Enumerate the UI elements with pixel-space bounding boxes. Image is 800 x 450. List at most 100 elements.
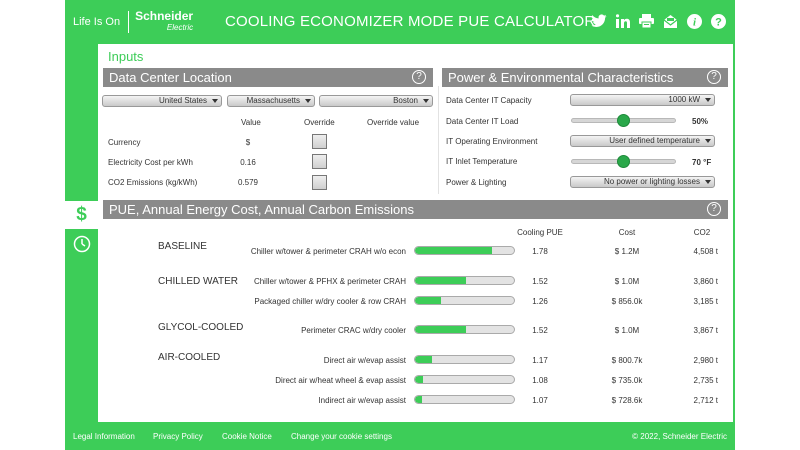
pue-bar-fill [415,326,467,333]
currency-label: Currency [108,138,141,147]
environment-label: IT Operating Environment [446,137,538,146]
category-label: GLYCOL-COOLED [158,322,244,333]
location-section-header: Data Center Location ? [103,68,433,87]
inlet-temp-label: IT Inlet Temperature [446,157,518,166]
capacity-label: Data Center IT Capacity [446,96,532,105]
pue-value: 1.26 [532,297,548,306]
currency-override-checkbox[interactable] [312,134,327,149]
co2-emissions-label: CO2 Emissions (kg/kWh) [108,178,198,187]
category-label: AIR-COOLED [158,352,221,363]
pue-bar-fill [415,297,441,304]
pue-value: 1.17 [532,356,548,365]
app-header: Life Is On Schneider Electric COOLING EC… [65,0,735,44]
pue-bar-fill [415,396,422,403]
email-icon[interactable] [662,12,679,30]
location-title: Data Center Location [109,70,232,85]
info-icon[interactable]: i [686,12,703,30]
life-is-on-text: Life Is On [73,16,121,28]
dollar-icon: $ [76,204,87,225]
sidebar: $ [65,44,98,422]
cookie-settings-link[interactable]: Change your cookie settings [291,432,392,441]
inputs-title: Inputs [108,49,144,64]
cost-value: $ 735.0k [611,376,643,385]
co2-emissions-value: 0.579 [237,178,259,187]
co2-value: 2,980 t [693,356,718,365]
svg-text:?: ? [715,16,722,28]
state-select[interactable]: Massachusetts [227,95,315,107]
country-select[interactable]: United States [102,95,222,107]
pue-bar [414,276,515,285]
brand-sub: Electric [166,23,194,32]
configuration-label: Direct air w/heat wheel & evap assist [275,376,406,385]
schneider-logo[interactable]: Life Is On Schneider Electric [73,9,194,33]
electricity-cost-value: 0.16 [240,158,256,167]
co2-value: 3,867 t [693,326,718,335]
copyright: © 2022, Schneider Electric [632,432,727,441]
power-title: Power & Environmental Characteristics [448,70,674,85]
pue-bar [414,296,515,305]
twitter-icon[interactable] [590,12,607,30]
col-cost-header: Cost [618,228,636,237]
pue-bar [414,246,515,255]
load-label: Data Center IT Load [446,117,519,126]
col-override-value-header: Override value [367,118,420,127]
cost-value: $ 1.2M [614,247,640,256]
configuration-label: Perimeter CRAC w/dry cooler [301,326,406,335]
help-icon[interactable]: ? [707,202,721,216]
inlet-temp-slider[interactable] [571,155,676,168]
co2-override-checkbox[interactable] [312,175,327,190]
cost-value: $ 1.0M [614,277,640,286]
load-value: 50% [692,117,709,126]
configuration-label: Packaged chiller w/dry cooler & row CRAH [254,297,406,306]
col-co2-header: CO2 [693,228,711,237]
power-section-header: Power & Environmental Characteristics ? [442,68,728,87]
configuration-label: Indirect air w/evap assist [318,396,406,405]
cost-value: $ 800.7k [611,356,643,365]
pue-bar-fill [415,247,493,254]
pue-bar [414,325,515,334]
help-icon[interactable]: ? [710,12,727,30]
pue-value: 1.52 [532,277,548,286]
legal-link[interactable]: Legal Information [73,432,135,441]
tab-timer[interactable] [65,230,98,258]
help-icon[interactable]: ? [707,70,721,84]
header-icons: i ? [590,12,727,30]
print-icon[interactable] [638,12,655,30]
co2-value: 2,712 t [693,396,718,405]
help-icon[interactable]: ? [412,70,426,84]
currency-value: $ [245,138,251,147]
load-slider[interactable] [571,114,676,127]
co2-value: 2,735 t [693,376,718,385]
pue-bar-fill [415,277,467,284]
privacy-link[interactable]: Privacy Policy [153,432,203,441]
electricity-cost-label: Electricity Cost per kWh [108,158,193,167]
configuration-label: Direct air w/evap assist [323,356,406,365]
capacity-select[interactable]: 1000 kW [570,94,715,106]
pue-bar [414,355,515,364]
pue-value: 1.08 [532,376,548,385]
linkedin-icon[interactable] [614,12,631,30]
pue-value: 1.07 [532,396,548,405]
svg-text:i: i [693,16,697,28]
environment-select[interactable]: User defined temperature [570,135,715,147]
configuration-label: Chiller w/tower & perimeter CRAH w/o eco… [250,247,406,256]
lighting-select[interactable]: No power or lighting losses [570,176,715,188]
cookie-notice-link[interactable]: Cookie Notice [222,432,272,441]
pue-bar [414,375,515,384]
tab-cost[interactable]: $ [65,201,98,229]
pue-bar-fill [415,356,432,363]
load-slider-handle[interactable] [616,114,630,127]
col-override-header: Override [304,118,335,127]
cost-value: $ 1.0M [614,326,640,335]
electricity-override-checkbox[interactable] [312,154,327,169]
pue-value: 1.52 [532,326,548,335]
inlet-temp-value: 70 °F [692,158,712,167]
brand-name: Schneider [135,9,194,23]
cost-value: $ 856.0k [611,297,643,306]
pue-bar-fill [415,376,423,383]
results-section-header: PUE, Annual Energy Cost, Annual Carbon E… [103,200,728,219]
inlet-temp-slider-handle[interactable] [616,155,630,168]
co2-value: 3,185 t [693,297,718,306]
footer: Legal Information Privacy Policy Cookie … [65,422,735,450]
city-select[interactable]: Boston [319,95,433,107]
